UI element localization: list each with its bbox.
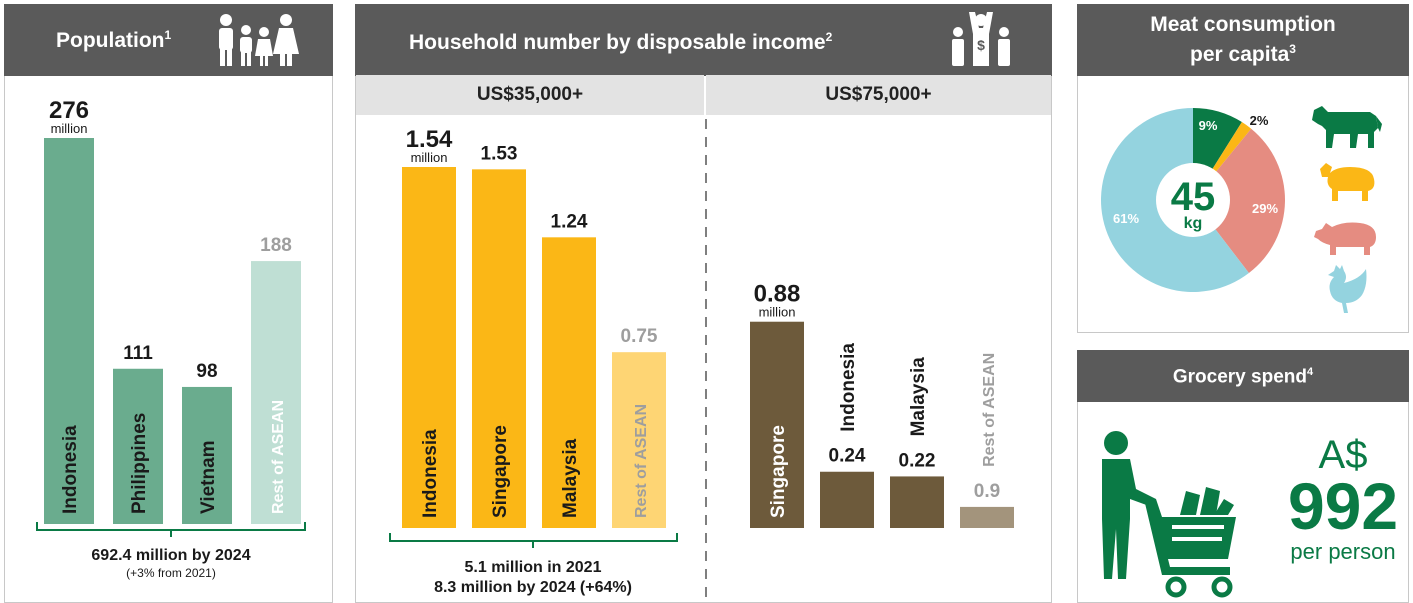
population-bar-vietnam <box>182 386 232 524</box>
income-35k-header: US$35,000+ <box>356 75 704 115</box>
income-35k-value-label: 1.53 <box>481 143 518 164</box>
grocery-header: Grocery spend4 <box>1077 350 1409 402</box>
grocery-unit: per person <box>1290 539 1396 564</box>
pie-label-sheep: 2% <box>1250 113 1269 128</box>
population-category-label: Indonesia <box>60 425 81 514</box>
population-value-label: 276 <box>49 97 89 124</box>
income-75k-header: US$75,000+ <box>706 75 1051 115</box>
income-75k-bar-malaysia <box>890 476 944 528</box>
shopping-cart-person-icon <box>1102 431 1236 598</box>
household-title: Household number by disposable income <box>409 31 826 54</box>
income-35k-bar-rest-of-asean <box>612 352 666 528</box>
income-35k-bar-singapore <box>472 169 526 528</box>
income-75k-label: US$75,000+ <box>825 84 932 105</box>
pie-center-value: 45 <box>1171 175 1216 219</box>
income-35k-value-label: 1.24 <box>551 211 588 232</box>
svg-text:$: $ <box>977 37 985 53</box>
population-bar-indonesia <box>44 138 94 524</box>
grocery-title-footnote: 4 <box>1306 366 1314 378</box>
income-35k-label: US$35,000+ <box>476 84 584 105</box>
sheep-icon <box>1320 163 1375 201</box>
income-75k-category-label: Singapore <box>768 425 789 518</box>
population-category-label: Vietnam <box>198 440 219 514</box>
income-75k-category-label: Indonesia <box>838 343 859 432</box>
grocery-currency: A$ <box>1318 433 1368 477</box>
population-bar-philippines <box>113 368 163 524</box>
population-value-label: 98 <box>196 361 217 382</box>
income-35k-bar-indonesia <box>402 167 456 528</box>
household-panel: Household number by disposable income2 $… <box>355 4 1052 603</box>
income-35k-unit-label: million <box>411 150 448 165</box>
income-people-icon: $ <box>952 12 1010 66</box>
pie-label-beef: 9% <box>1199 118 1218 133</box>
income-75k-value-label: 0.22 <box>899 450 936 471</box>
household-header: Household number by disposable income2 $ <box>355 4 1052 76</box>
pie-center <box>1156 163 1230 237</box>
income-total-line1: 5.1 million in 2021 <box>465 559 602 576</box>
income-75k-value-label: 0.88 <box>754 281 801 308</box>
income-35k-category-label: Malaysia <box>560 438 581 518</box>
meat-header: Meat consumption per capita3 <box>1077 4 1409 76</box>
pig-icon <box>1314 222 1376 255</box>
meat-title-line2: per capita <box>1190 43 1290 66</box>
meat-title-footnote: 3 <box>1289 42 1296 56</box>
income-75k-bar-singapore <box>750 321 804 528</box>
household-title-footnote: 2 <box>825 30 833 44</box>
population-title: Population <box>56 29 165 52</box>
population-total-bracket <box>36 522 306 537</box>
grocery-title: Grocery spend <box>1172 366 1307 388</box>
meat-panel: Meat consumption per capita3 45 kg 9% 2% 29%… <box>1077 4 1409 333</box>
grocery-value: 992 <box>1287 469 1399 543</box>
household-chart: 1.54millionIndonesia1.53Singapore1.24Mal… <box>389 119 1014 600</box>
income-75k-category-label: Rest of ASEAN <box>981 353 998 467</box>
population-value-label: 188 <box>260 235 292 256</box>
income-75k-value-label: 0.24 <box>829 446 866 467</box>
chicken-icon <box>1328 265 1367 313</box>
pie-label-pork: 29% <box>1252 201 1278 216</box>
income-35k-category-label: Singapore <box>490 425 511 518</box>
income-75k-unit-label: million <box>759 305 796 320</box>
pie-center-unit: kg <box>1184 215 1203 232</box>
income-35k-category-label: Indonesia <box>420 429 441 518</box>
population-value-label: 111 <box>123 343 153 364</box>
population-panel: Population1 276 million Indonesia 111 Philip… <box>4 4 333 603</box>
income-35k-value-label: 1.54 <box>406 126 453 153</box>
income-total-bracket <box>389 533 678 548</box>
population-bar-rest-of-asean <box>251 261 301 524</box>
family-icon <box>219 14 299 66</box>
population-category-label: Philippines <box>129 413 150 514</box>
population-total-text: 692.4 million by 2024 <box>91 547 250 564</box>
meat-title-line1: Meat consumption <box>1150 13 1336 36</box>
income-35k-category-label: Rest of ASEAN <box>633 404 650 518</box>
income-total-line2: 8.3 million by 2024 (+64%) <box>434 579 632 596</box>
income-75k-category-label: Malaysia <box>908 357 929 437</box>
income-75k-value-label: 0.9 <box>974 481 1000 502</box>
income-35k-bar-malaysia <box>542 237 596 528</box>
population-total-note: (+3% from 2021) <box>126 566 216 580</box>
population-header: Population1 <box>4 4 333 76</box>
income-75k-bar-indonesia <box>820 471 874 528</box>
population-unit-label: million <box>51 121 88 136</box>
income-75k-bar-rest-of-asean <box>960 506 1014 528</box>
pie-slice-pork <box>1193 128 1285 274</box>
pie-label-poultry: 61% <box>1113 211 1139 226</box>
grocery-panel: Grocery spend4 A$ 992 per person <box>1077 350 1409 603</box>
income-35k-value-label: 0.75 <box>621 326 658 347</box>
population-title-footnote: 1 <box>164 28 172 42</box>
population-category-label: Rest of ASEAN <box>270 400 287 514</box>
cow-icon <box>1312 106 1382 148</box>
